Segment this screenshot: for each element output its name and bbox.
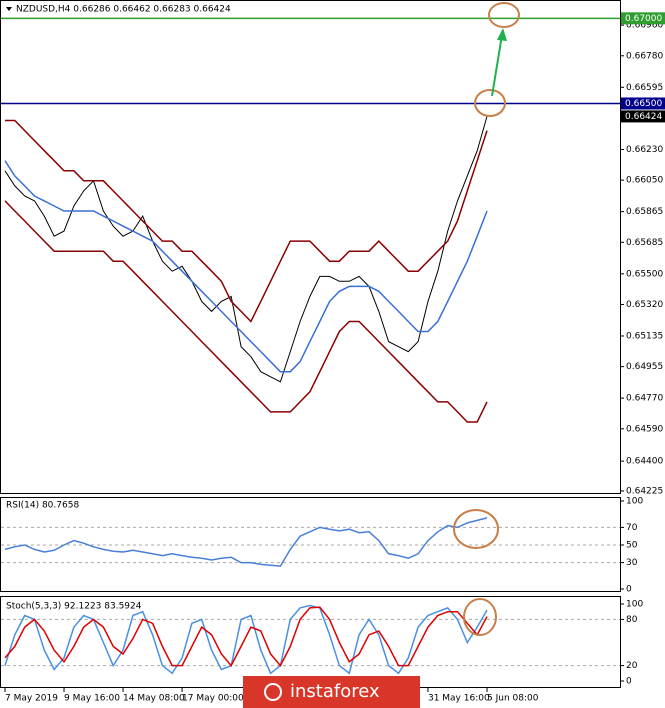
arrow-shaft [491, 34, 503, 97]
x-tick-label: 9 May 16:00 [64, 694, 120, 704]
rsi-circle [453, 509, 499, 549]
x-tick-label: 5 Jun 08:00 [487, 694, 539, 704]
y-tick-label: 0.64400 [626, 457, 663, 467]
y-tick-label: 100 [626, 600, 643, 610]
series-line [4, 604, 488, 675]
y-tick-label: 30 [626, 558, 638, 568]
panel-title: RSI(14) 80.7658 [6, 501, 79, 511]
series-line [4, 116, 488, 383]
y-tick-label: 70 [626, 523, 638, 533]
last-price-box [621, 110, 665, 123]
watermark-box [243, 676, 420, 708]
y-tick-label: 100 [626, 497, 643, 507]
price-panel [0, 0, 621, 494]
y-tick-label: 0 [626, 677, 632, 687]
y-tick-label: 0.66960 [626, 21, 663, 31]
y-tick-label: 20 [626, 661, 638, 671]
arrow-head [497, 28, 507, 41]
symbol-icon [6, 7, 12, 11]
panel-title: NZDUSD,H4 0.66286 0.66462 0.66283 0.6642… [16, 5, 231, 15]
series-line [4, 160, 488, 373]
y-tick-label: 0.65320 [626, 300, 663, 310]
y-tick-label: 0.64590 [626, 424, 663, 434]
plot-layer: NZDUSD,H4 0.66286 0.66462 0.66283 0.6642… [1, 5, 665, 704]
series-line [4, 200, 488, 423]
level-label-box [621, 97, 665, 110]
y-tick-label: 0.66595 [626, 83, 663, 93]
watermark: instaforex [290, 681, 380, 702]
annotations [453, 2, 520, 636]
target-circle [488, 2, 520, 28]
y-tick-label: 0.64955 [626, 362, 663, 372]
level-label: 0.66500 [625, 99, 662, 109]
level-label: 0.67000 [625, 14, 662, 24]
series-line [4, 517, 488, 567]
level-label-box [621, 12, 665, 25]
series-line [5, 119, 488, 323]
y-tick-label: 0.66050 [626, 176, 663, 186]
stoch-circle [463, 598, 497, 636]
y-tick-label: 80 [626, 615, 638, 625]
y-tick-label: 0.65135 [626, 331, 663, 341]
y-tick-label: 0 [626, 585, 632, 595]
y-tick-label: 0.66230 [626, 145, 663, 155]
series-line [4, 606, 488, 667]
last-price-label: 0.66424 [625, 112, 662, 122]
y-tick-label: 50 [626, 541, 638, 551]
y-tick-label: 0.65500 [626, 269, 663, 279]
x-tick-label: 7 May 2019 [5, 694, 58, 704]
y-tick-label: 0.64225 [626, 486, 663, 496]
x-tick-label: 14 May 08:00 [123, 694, 185, 704]
y-tick-label: 0.66780 [626, 51, 663, 61]
x-tick-label: 17 May 00:00 [182, 694, 244, 704]
y-tick-label: 0.65865 [626, 207, 663, 217]
level-circle [474, 89, 506, 117]
x-tick-label: 31 May 16:00 [428, 694, 490, 704]
panel-title: Stoch(5,3,3) 92.1223 83.5924 [6, 602, 142, 612]
watermark-logo [264, 683, 282, 701]
y-tick-label: 0.64770 [626, 394, 663, 404]
y-tick-label: 0.65685 [626, 238, 663, 248]
